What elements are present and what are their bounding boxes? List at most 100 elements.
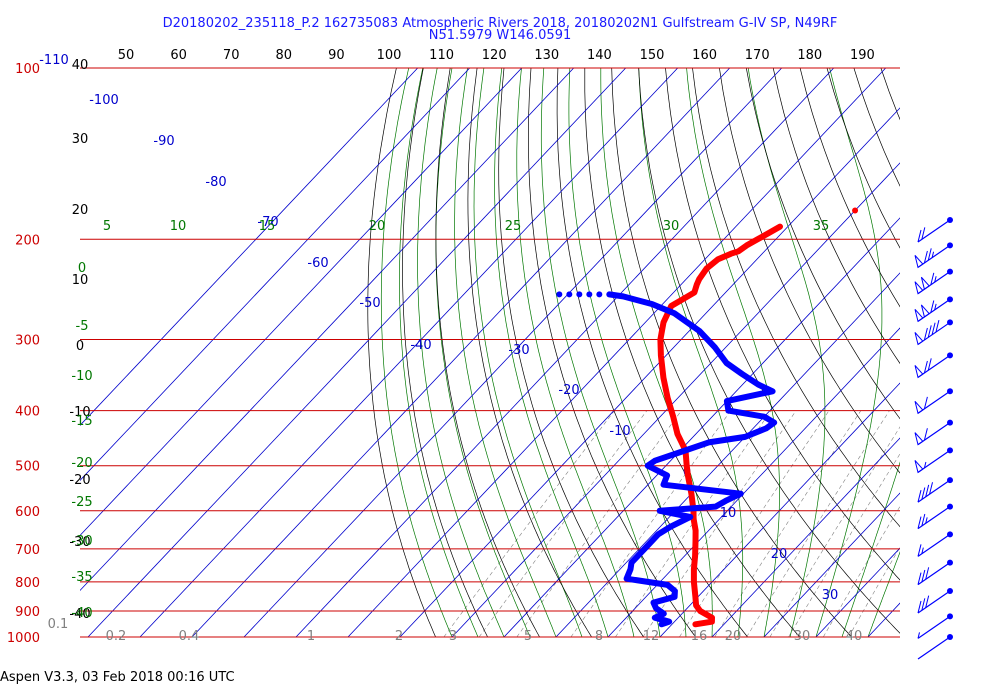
dewpoint-point xyxy=(596,291,603,298)
mixing-ratio-line xyxy=(769,426,900,638)
theta-label: -10 xyxy=(69,405,90,420)
wind-barb xyxy=(914,242,953,269)
moist-adiabat-line xyxy=(454,68,557,638)
theta-label: 30 xyxy=(72,132,89,147)
mixing-ratio-label: 5 xyxy=(524,629,532,644)
top-axis-label: 90 xyxy=(328,48,345,63)
wind-barb-flag xyxy=(914,332,924,346)
wind-barb-feather xyxy=(923,428,928,441)
moist-adiabat-label: -40 xyxy=(71,606,92,621)
wind-barb-staff xyxy=(917,449,951,473)
theta-label: -40 xyxy=(69,607,90,622)
moist-adiabat-line xyxy=(417,68,505,638)
isotherm-line xyxy=(191,68,730,638)
pressure-label: 1000 xyxy=(7,631,40,646)
mixing-ratio-label: 40 xyxy=(846,629,863,644)
theta-label: -20 xyxy=(69,473,90,488)
wind-barb-staff xyxy=(917,321,951,345)
isotherm-label: -60 xyxy=(307,256,328,271)
wind-barb-feather xyxy=(929,482,934,495)
dewpoint-point xyxy=(556,291,563,298)
dry-adiabat-line xyxy=(772,68,900,365)
pressure-label: 800 xyxy=(15,576,40,591)
dewpoint-point xyxy=(576,291,583,298)
theta-label: 40 xyxy=(72,58,89,73)
wind-barb-feather xyxy=(923,360,928,374)
dry-adiabat-line xyxy=(498,68,644,638)
wind-barb-staff xyxy=(917,590,951,614)
wind-barb-feather xyxy=(921,569,926,583)
wind-barb-feather xyxy=(921,513,926,527)
isotherm-label: 10 xyxy=(720,506,737,521)
wind-barb-flag xyxy=(920,304,930,318)
moist-adiabat-line xyxy=(686,68,780,638)
pressure-label: 200 xyxy=(15,233,40,248)
dry-adiabat-line xyxy=(638,68,900,634)
dewpoint-point xyxy=(566,291,573,298)
mixing-ratio-label: 8 xyxy=(595,629,603,644)
wind-barb-feather xyxy=(925,567,930,580)
wind-barb-feather xyxy=(921,598,926,611)
isotherm-line xyxy=(503,217,900,638)
mixing-ratio-label: 2 xyxy=(395,629,403,644)
wind-barb xyxy=(914,388,953,415)
isotherm-label: -10 xyxy=(609,424,630,439)
isotherm-line xyxy=(972,68,1000,637)
wind-barb-flag xyxy=(914,432,924,446)
top-axis-label: 150 xyxy=(640,48,665,63)
top-axis-label: 130 xyxy=(534,48,559,63)
dry-adiabat-line xyxy=(692,68,900,528)
isotherm-line xyxy=(555,272,900,638)
top-axis-label: 180 xyxy=(797,48,822,63)
wind-barb-feather xyxy=(917,572,922,585)
pressure-label: 900 xyxy=(15,605,40,620)
isotherm-label: 20 xyxy=(771,547,788,562)
wind-barb-staff xyxy=(917,533,951,557)
moist-adiabat-line xyxy=(867,551,900,638)
mixing-ratio-label: 16 xyxy=(691,629,708,644)
dry-adiabat-line xyxy=(908,68,1000,637)
wind-barb-half-feather xyxy=(934,276,937,283)
wind-barb-staff xyxy=(917,354,951,378)
wind-barb xyxy=(914,319,953,346)
isotherm-label: -20 xyxy=(558,383,579,398)
top-axis-label: 190 xyxy=(850,48,875,63)
pressure-label: 100 xyxy=(15,62,40,77)
isotherm-line xyxy=(399,107,900,638)
wind-barb xyxy=(914,447,953,474)
moist-adiabat-label: -5 xyxy=(76,319,89,334)
mixing-ratio-label: 12 xyxy=(643,629,660,644)
pressure-label: 600 xyxy=(15,505,40,520)
moist-adiabat-label: -10 xyxy=(71,369,92,384)
dry-adiabat-line xyxy=(719,68,900,474)
pressure-label: 300 xyxy=(15,333,40,348)
dry-adiabat-line xyxy=(402,68,488,638)
isobars xyxy=(80,67,900,638)
wind-barb-feather xyxy=(917,600,922,614)
wind-barb-staff xyxy=(917,636,951,660)
dry-adiabat-line xyxy=(799,68,900,308)
wind-barb xyxy=(914,352,953,379)
moist-adiabat-label: 30 xyxy=(663,219,680,234)
wind-barb-feather xyxy=(917,516,922,529)
dry-adiabat-line xyxy=(962,68,1000,637)
dry-adiabat-line xyxy=(367,68,436,638)
mixing-ratio-label: 0.1 xyxy=(48,617,69,632)
wind-barb-feather xyxy=(925,595,930,608)
isotherm-line xyxy=(607,327,900,638)
dry-adiabat-line xyxy=(467,68,592,638)
wind-barb-flag xyxy=(914,308,924,323)
wind-barb-feather xyxy=(925,484,930,497)
mixing-ratio-line xyxy=(443,410,615,638)
wind-barb xyxy=(917,559,953,586)
moist-adiabat-label: 15 xyxy=(259,219,276,234)
top-axis-label: 70 xyxy=(223,48,240,63)
isotherm-label: -30 xyxy=(508,343,529,358)
wind-barb-staff xyxy=(917,271,951,295)
mixing-ratio-line xyxy=(714,410,862,638)
top-axis-label: 120 xyxy=(482,48,507,63)
wind-barb-half-feather xyxy=(923,461,927,469)
moist-adiabat-label: 5 xyxy=(103,219,111,234)
mixing-ratio-line xyxy=(823,505,900,638)
